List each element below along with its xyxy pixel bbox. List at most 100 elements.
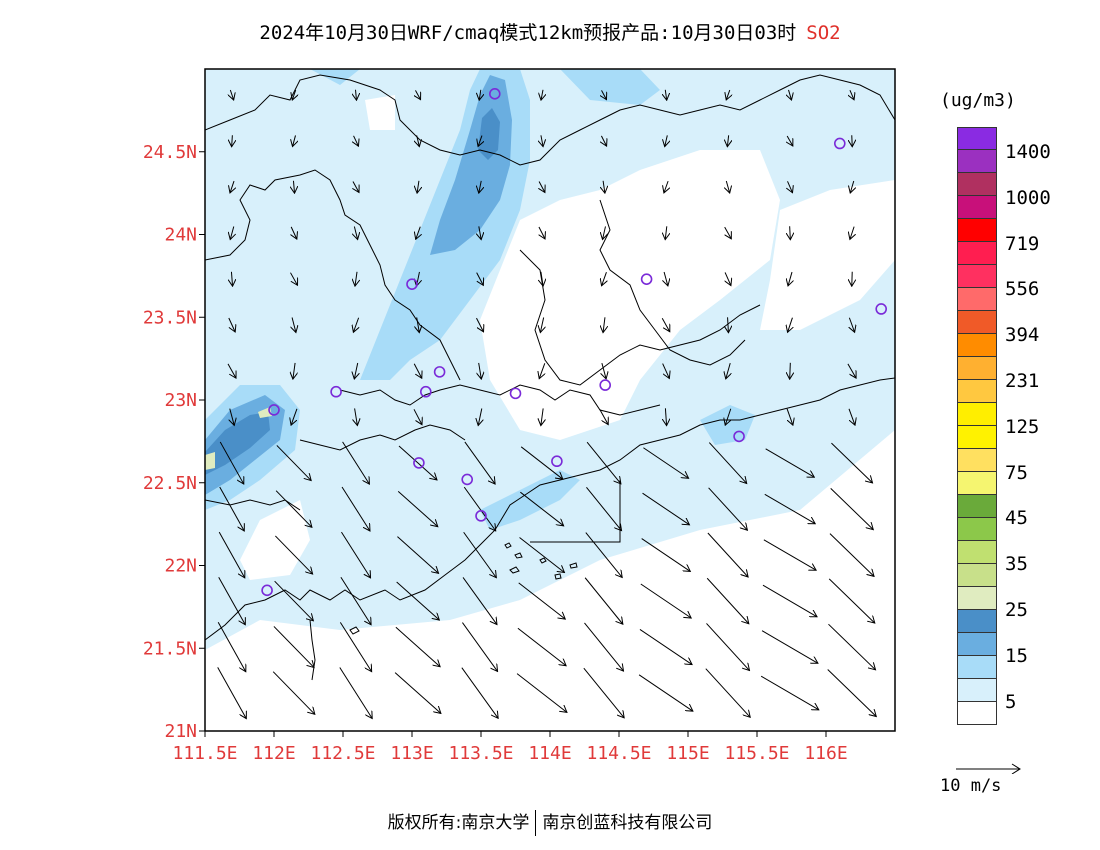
wind-arrow xyxy=(599,409,608,424)
wind-arrow xyxy=(724,226,732,239)
wind-arrow xyxy=(479,226,481,239)
wind-arrow xyxy=(230,226,234,240)
legend-swatch xyxy=(957,288,997,311)
wind-arrow xyxy=(273,626,314,667)
wind-arrow xyxy=(341,531,370,578)
wind-arrow xyxy=(218,531,245,578)
wind-arrow xyxy=(665,226,667,239)
x-tick-label: 112.5E xyxy=(310,743,375,764)
wind-arrow xyxy=(603,226,606,239)
wind-arrow xyxy=(275,535,312,574)
wind-arrow xyxy=(230,408,234,426)
legend-level-label: 394 xyxy=(1005,324,1040,347)
wind-arrow xyxy=(462,577,497,624)
wind-arrow xyxy=(640,583,691,618)
wind-arrow xyxy=(291,408,298,425)
legend-swatch xyxy=(957,173,997,196)
wind-arrow xyxy=(726,89,730,100)
wind-arrow xyxy=(355,408,358,425)
wind-arrow xyxy=(476,317,483,332)
wind-arrow xyxy=(602,362,606,379)
legend-swatch xyxy=(957,403,997,426)
station-marker xyxy=(599,379,612,391)
station-marker xyxy=(261,584,273,597)
station-marker xyxy=(406,278,418,290)
wind-arrow xyxy=(789,89,792,100)
wind-arrow xyxy=(520,491,563,526)
legend-level-label: 1000 xyxy=(1005,186,1051,209)
wind-arrow xyxy=(643,447,688,479)
wind-arrow xyxy=(830,487,874,529)
wind-arrow xyxy=(788,181,793,192)
wind-arrow xyxy=(850,89,854,100)
y-tick-label: 23N xyxy=(164,390,197,411)
legend-swatch xyxy=(957,265,997,288)
wind-arrow xyxy=(516,673,567,713)
wind-arrow xyxy=(463,486,495,531)
wind-arrow xyxy=(787,135,793,146)
legend-swatch xyxy=(957,679,997,702)
wind-arrow xyxy=(706,623,749,670)
wind-arrow xyxy=(464,441,495,484)
wind-arrow xyxy=(662,363,670,379)
wind-arrow xyxy=(340,576,371,625)
wind-arrow xyxy=(641,538,691,572)
legend-level-label: 45 xyxy=(1005,507,1028,530)
x-tick-label: 115.5E xyxy=(724,743,789,764)
wind-arrow xyxy=(638,674,693,711)
wind-arrow xyxy=(728,317,729,332)
wind-arrow xyxy=(603,180,605,193)
wind-arrow xyxy=(292,317,296,333)
wind-arrow xyxy=(541,135,543,146)
wind-arrow xyxy=(228,317,235,332)
wind-reference-label: 10 m/s xyxy=(940,776,1002,796)
wind-arrow xyxy=(397,490,438,526)
wind-arrow xyxy=(665,408,666,425)
legend-level-label: 25 xyxy=(1005,599,1028,621)
wind-arrow xyxy=(398,445,437,480)
wind-arrow xyxy=(416,226,421,240)
wind-arrow xyxy=(290,272,297,286)
wind-arrow xyxy=(518,582,566,619)
wind-arrow xyxy=(761,630,818,664)
station-marker xyxy=(475,510,487,522)
x-tick-label: 113E xyxy=(390,743,433,764)
wind-arrow xyxy=(356,89,357,101)
wind-arrow xyxy=(276,445,311,480)
legend-swatch xyxy=(957,564,997,587)
legend-swatch xyxy=(957,380,997,403)
wind-arrow xyxy=(765,448,815,477)
x-tick-label: 112E xyxy=(252,743,295,764)
wind-arrow xyxy=(541,89,543,100)
x-tick-label: 114E xyxy=(528,743,571,764)
wind-arrow xyxy=(849,317,854,332)
wind-arrow xyxy=(231,271,232,286)
legend-level-label: 556 xyxy=(1005,278,1040,301)
footer-separator xyxy=(535,810,537,836)
wind-arrow xyxy=(339,622,371,671)
wind-arrow xyxy=(661,318,670,331)
station-marker xyxy=(551,455,563,468)
wind-arrow xyxy=(479,89,481,100)
y-tick-label: 21.5N xyxy=(143,638,197,659)
wind-arrow xyxy=(339,667,372,718)
station-marker xyxy=(488,88,501,100)
footer-left: 版权所有:南京大学 xyxy=(387,813,530,833)
legend-swatch xyxy=(957,541,997,564)
wind-arrow xyxy=(353,181,359,193)
x-tick-label: 113.5E xyxy=(448,743,513,764)
wind-arrow xyxy=(541,271,543,286)
wind-arrow xyxy=(665,135,668,146)
wind-arrow xyxy=(639,628,692,664)
wind-arrow xyxy=(519,537,565,573)
legend-level-label: 75 xyxy=(1005,461,1028,484)
wind-arrow xyxy=(603,317,605,332)
wind-arrow xyxy=(227,363,236,378)
wind-arrow xyxy=(219,486,245,531)
station-marker xyxy=(330,385,342,398)
station-marker xyxy=(833,137,846,150)
wind-arrow xyxy=(788,317,793,333)
title-main: 2024年10月30日WRF/cmaq模式12km预报产品:10月30日03时 xyxy=(259,22,797,44)
wind-arrow xyxy=(293,362,295,379)
